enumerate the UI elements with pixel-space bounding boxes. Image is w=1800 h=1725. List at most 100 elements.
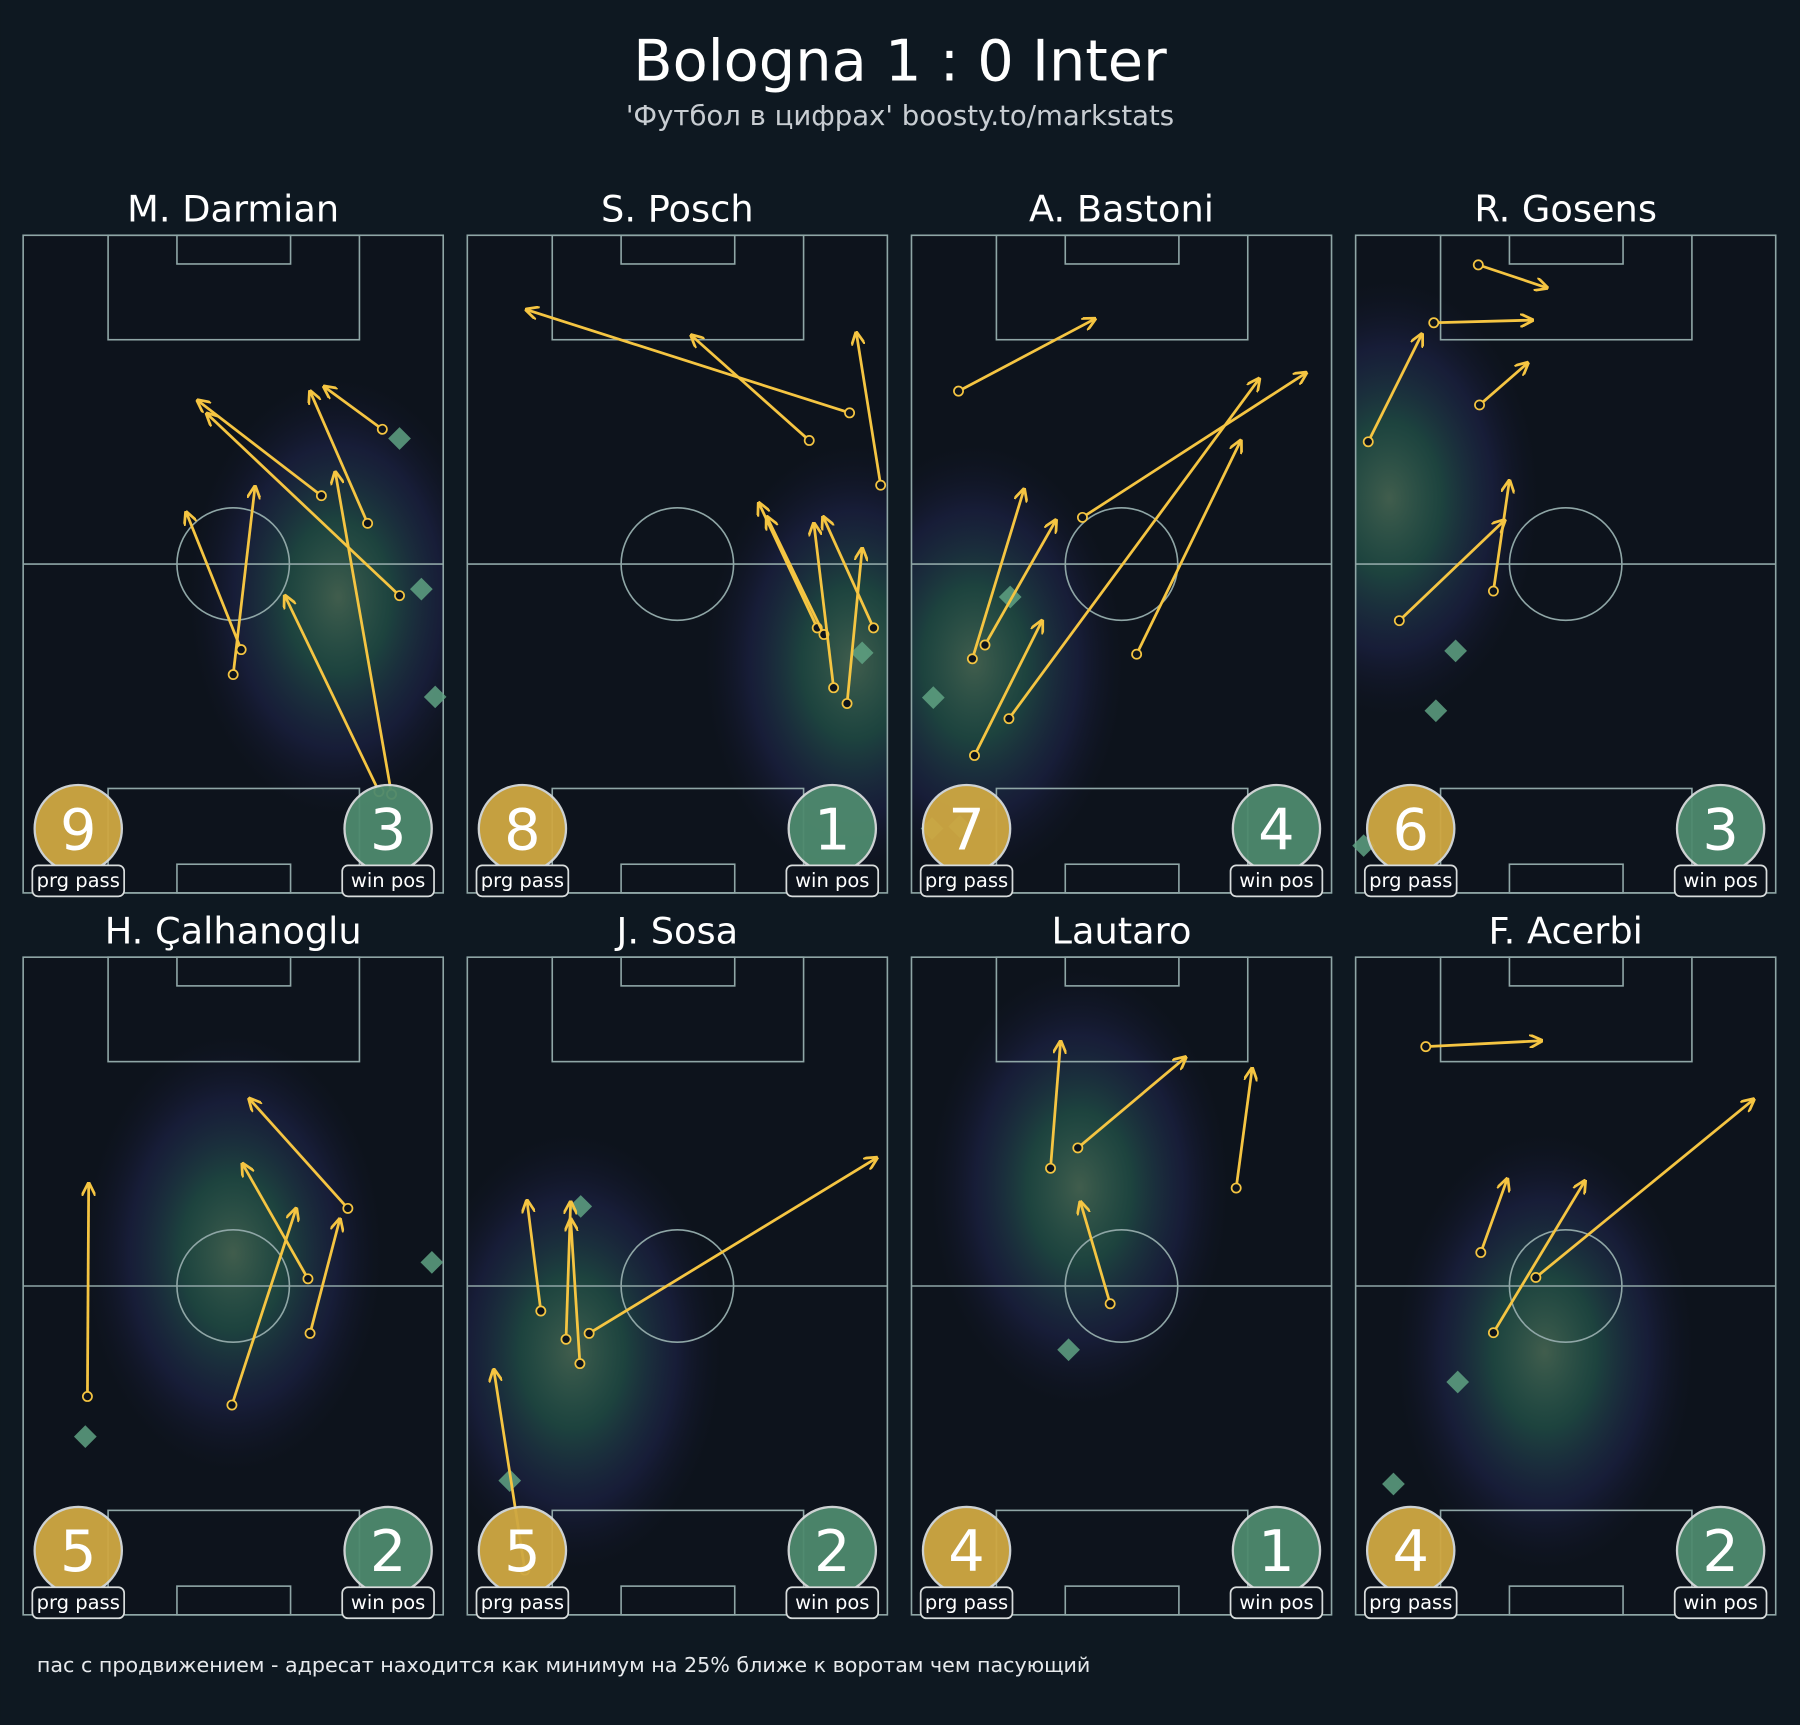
progressive-pass-arrow bbox=[310, 391, 369, 524]
win-pos-count-label-box bbox=[341, 864, 435, 898]
progressive-pass-arrow bbox=[1478, 363, 1528, 406]
pass-origin bbox=[841, 698, 853, 709]
prg-pass-count: 7 bbox=[948, 796, 985, 863]
progressive-pass-arrow bbox=[1492, 481, 1509, 592]
heatmap-density bbox=[83, 1035, 383, 1472]
prg-pass-count-label-box bbox=[1363, 864, 1458, 898]
win-position-marker bbox=[1382, 1472, 1405, 1496]
win-position-marker bbox=[1424, 699, 1448, 723]
win-pos-count-label: win pos bbox=[1683, 1591, 1757, 1614]
player-panel: M. Darmian 9 prg pass 3 win pos bbox=[22, 188, 447, 898]
player-name: A. Bastoni bbox=[1029, 188, 1214, 231]
six-yard-box-top bbox=[1508, 956, 1624, 987]
progressive-pass-arrow bbox=[87, 1183, 88, 1397]
pass-origin bbox=[574, 1358, 586, 1370]
player-name: F. Acerbi bbox=[1488, 909, 1642, 952]
progressive-pass-arrow bbox=[1534, 1099, 1754, 1279]
prg-pass-count-label: prg pass bbox=[37, 869, 120, 892]
progressive-pass-arrow bbox=[249, 1099, 349, 1210]
win-position-marker bbox=[388, 427, 411, 450]
pass-origin bbox=[875, 479, 887, 491]
win-position-marker bbox=[850, 641, 874, 665]
prg-pass-count: 4 bbox=[948, 1518, 985, 1585]
progressive-pass-arrow bbox=[957, 319, 1096, 393]
progressive-pass-arrow bbox=[845, 548, 862, 704]
six-yard-box-bottom bbox=[176, 863, 292, 894]
progressive-pass-arrow bbox=[983, 520, 1056, 646]
win-position-marker bbox=[420, 1250, 444, 1274]
pass-origin bbox=[828, 682, 840, 694]
prg-pass-count-label: prg pass bbox=[925, 1591, 1008, 1614]
progressive-pass-arrow bbox=[1080, 1202, 1112, 1305]
win-pos-count-label: win pos bbox=[1239, 869, 1313, 892]
player-panel: S. Posch 8 prg pass 1 win pos bbox=[466, 188, 889, 898]
win-pos-count-label-box bbox=[1229, 864, 1324, 898]
pass-origin bbox=[1104, 1298, 1116, 1310]
progressive-pass-arrow bbox=[1081, 373, 1306, 519]
six-yard-box-top bbox=[176, 234, 292, 265]
progressive-pass-arrow bbox=[527, 1201, 543, 1312]
progressive-pass-arrow bbox=[1398, 520, 1504, 622]
prg-pass-count-label-box bbox=[475, 1586, 570, 1620]
player-name: Lautaro bbox=[1052, 909, 1192, 952]
six-yard-box-top bbox=[1508, 234, 1624, 265]
player-panel: Lautaro 4 prg pass 1 win pos bbox=[910, 909, 1333, 1620]
win-pos-count: 4 bbox=[1258, 796, 1295, 863]
heatmap-density bbox=[930, 969, 1229, 1406]
progressive-pass-arrow bbox=[186, 512, 243, 651]
pass-origin bbox=[966, 653, 978, 665]
win-pos-count: 1 bbox=[814, 796, 851, 863]
progressive-pass-arrow bbox=[588, 1158, 877, 1335]
pass-origin bbox=[1076, 511, 1088, 523]
player-name: R. Gosens bbox=[1474, 188, 1657, 231]
pass-origin bbox=[560, 1333, 572, 1345]
prg-pass-count: 5 bbox=[504, 1518, 541, 1585]
pass-origin bbox=[1487, 585, 1499, 597]
pass-origin bbox=[342, 1202, 354, 1214]
prg-pass-count-label-box bbox=[31, 1586, 126, 1620]
win-pos-count: 3 bbox=[370, 796, 407, 863]
six-yard-box-bottom bbox=[1064, 863, 1180, 894]
win-pos-count-label-box bbox=[1673, 864, 1768, 898]
prg-pass-count-label-box bbox=[31, 864, 126, 898]
progressive-pass-arrow bbox=[335, 472, 393, 795]
player-panel: F. Acerbi 4 prg pass 2 win pos bbox=[1354, 909, 1777, 1620]
prg-pass-count-label: prg pass bbox=[37, 1591, 120, 1614]
win-position-marker bbox=[1057, 1338, 1080, 1362]
progressive-pass-arrow bbox=[1492, 1181, 1585, 1334]
progressive-pass-arrow bbox=[1234, 1068, 1252, 1189]
progressive-pass-arrow bbox=[1477, 263, 1547, 288]
six-yard-box-bottom bbox=[176, 1585, 292, 1616]
prg-pass-count-label: prg pass bbox=[481, 869, 564, 892]
six-yard-box-bottom bbox=[1508, 1585, 1624, 1616]
progressive-pass-arrow bbox=[207, 413, 401, 597]
pass-origin bbox=[227, 669, 239, 681]
pass-origin bbox=[979, 639, 991, 651]
win-position-marker bbox=[921, 686, 945, 709]
heatmap-density bbox=[704, 444, 888, 881]
six-yard-box-top bbox=[620, 956, 736, 987]
progressive-pass-arrow bbox=[231, 486, 255, 675]
pass-origin bbox=[844, 407, 856, 419]
prg-pass-count-label-box bbox=[475, 864, 570, 898]
prg-pass-count-label: prg pass bbox=[925, 869, 1008, 892]
player-panel: H. Çalhanoglu 5 prg pass 2 win pos bbox=[22, 909, 445, 1620]
prg-pass-count: 5 bbox=[60, 1518, 97, 1585]
centre-circle bbox=[620, 507, 735, 622]
win-pos-count-label: win pos bbox=[351, 869, 425, 892]
progressive-pass-arrow bbox=[324, 387, 384, 431]
progressive-pass-arrow bbox=[1135, 440, 1241, 655]
prg-pass-count-label: prg pass bbox=[1369, 1591, 1452, 1614]
six-yard-box-bottom bbox=[620, 863, 736, 894]
pass-origin bbox=[1131, 648, 1143, 660]
win-pos-count-label-box bbox=[785, 1586, 880, 1620]
win-pos-count-label-box bbox=[785, 864, 880, 898]
pass-origin bbox=[583, 1327, 595, 1339]
six-yard-box-bottom bbox=[1508, 863, 1624, 894]
progressive-pass-arrow bbox=[971, 489, 1024, 660]
pass-origin bbox=[1530, 1272, 1542, 1283]
win-pos-count-label: win pos bbox=[1239, 1591, 1313, 1614]
prg-pass-count: 8 bbox=[504, 796, 541, 863]
progressive-pass-arrow bbox=[285, 596, 381, 793]
